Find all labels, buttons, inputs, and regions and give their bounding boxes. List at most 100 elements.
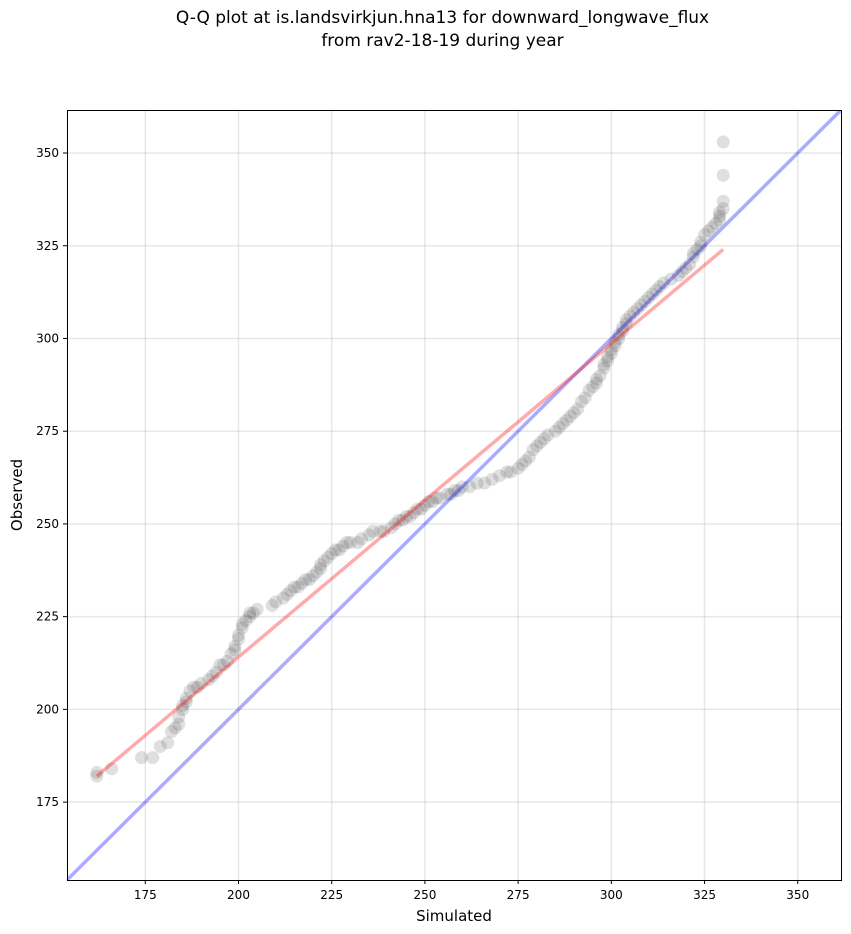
data-point [619, 317, 633, 331]
data-point [217, 658, 231, 672]
data-point [425, 495, 439, 509]
data-point [396, 513, 410, 527]
data-point [243, 606, 257, 620]
data-point [414, 502, 428, 516]
data-point [533, 435, 547, 449]
data-point [716, 202, 730, 216]
data-point [679, 261, 693, 275]
data-point [690, 242, 704, 256]
x-tick-label: 300 [600, 888, 623, 902]
x-tick-label: 350 [786, 888, 809, 902]
y-tick-label: 325 [36, 239, 59, 253]
data-point [578, 391, 592, 405]
data-point [179, 691, 193, 705]
data-point [306, 569, 320, 583]
data-point [657, 276, 671, 290]
data-point [716, 168, 730, 182]
data-point [220, 654, 234, 668]
data-point [336, 539, 350, 553]
data-point [571, 402, 585, 416]
data-point [701, 224, 715, 238]
x-axis-label: Simulated [416, 907, 492, 925]
data-point [433, 491, 447, 505]
data-point [664, 272, 678, 286]
data-point [183, 684, 197, 698]
data-point [683, 257, 697, 271]
data-point [694, 235, 708, 249]
data-point [593, 369, 607, 383]
data-point [630, 302, 644, 316]
data-point [392, 513, 406, 527]
x-tick-label: 275 [507, 888, 530, 902]
data-point [712, 213, 726, 227]
data-point [418, 498, 432, 512]
data-point [314, 558, 328, 572]
data-point [582, 383, 596, 397]
data-point [179, 695, 193, 709]
y-axis-label: Observed [8, 459, 26, 531]
data-point [355, 532, 369, 546]
data-point [228, 639, 242, 653]
data-point [716, 135, 730, 149]
data-point [187, 680, 201, 694]
x-tick-label: 175 [134, 888, 157, 902]
data-point [287, 580, 301, 594]
data-point [153, 739, 167, 753]
data-point [601, 354, 615, 368]
data-point [190, 680, 204, 694]
data-point [560, 413, 574, 427]
data-point [176, 702, 190, 716]
data-point [563, 409, 577, 423]
data-point [429, 491, 443, 505]
data-point [619, 313, 633, 327]
data-point [246, 606, 260, 620]
data-point [638, 294, 652, 308]
data-point [243, 610, 257, 624]
data-point [575, 395, 589, 409]
data-point [310, 565, 324, 579]
data-point [511, 461, 525, 475]
data-point [176, 699, 190, 713]
data-point [597, 361, 611, 375]
data-point [608, 339, 622, 353]
data-point [448, 484, 462, 498]
data-point [299, 573, 313, 587]
data-point [548, 424, 562, 438]
data-point [567, 406, 581, 420]
data-point [168, 721, 182, 735]
data-point [504, 465, 518, 479]
x-tick-label: 325 [693, 888, 716, 902]
data-point [604, 343, 618, 357]
data-point [239, 613, 253, 627]
data-point [172, 710, 186, 724]
data-point [634, 298, 648, 312]
data-point [280, 587, 294, 601]
data-point [399, 510, 413, 524]
data-point [265, 599, 279, 613]
data-point [90, 765, 104, 779]
chart-title-line-2: from rav2-18-19 during year [321, 31, 564, 51]
y-tick-label: 200 [36, 702, 59, 716]
data-point [90, 769, 104, 783]
data-point [232, 628, 246, 642]
data-point [373, 524, 387, 538]
data-point [228, 643, 242, 657]
data-point [276, 591, 290, 605]
data-point [269, 595, 283, 609]
data-point [519, 454, 533, 468]
y-tick-label: 175 [36, 795, 59, 809]
data-point [302, 573, 316, 587]
data-point [295, 576, 309, 590]
data-point [172, 717, 186, 731]
data-point [284, 584, 298, 598]
data-point [485, 472, 499, 486]
data-point [403, 510, 417, 524]
x-tick-label: 200 [227, 888, 250, 902]
data-point [407, 506, 421, 520]
y-tick-label: 275 [36, 424, 59, 438]
data-point [470, 476, 484, 490]
reference-line-1-to-1 [67, 110, 841, 880]
data-point [161, 736, 175, 750]
data-point [164, 725, 178, 739]
data-point [597, 357, 611, 371]
